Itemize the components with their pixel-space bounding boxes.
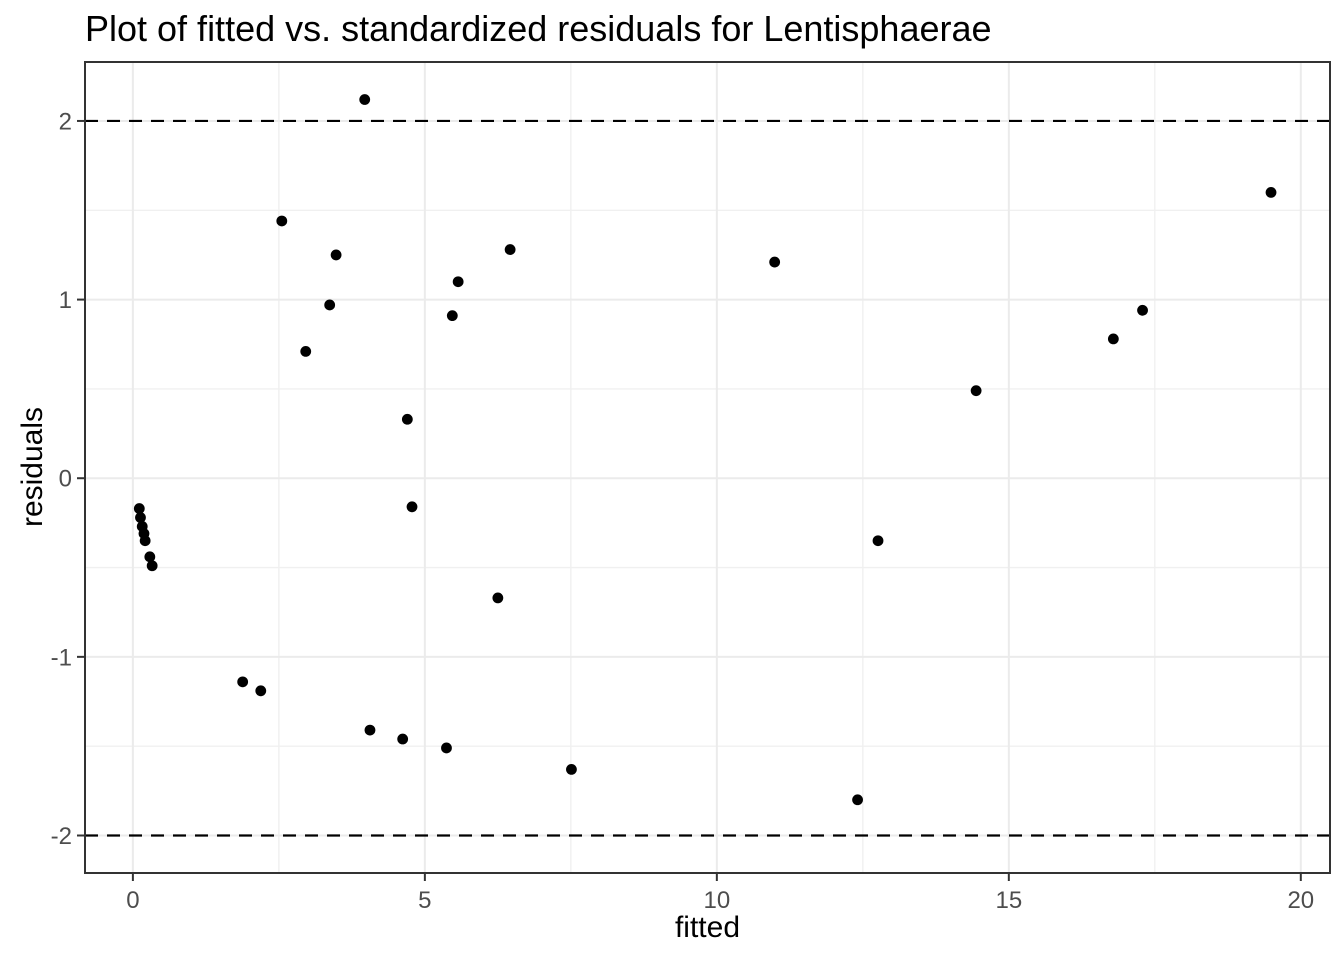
x-tick-labels: 0 5 10 15 20 [126,887,1314,914]
y-tick-label: 2 [59,108,72,135]
data-point [324,299,336,311]
data-point [1137,304,1148,316]
data-point [330,249,342,261]
x-tick-label: 20 [1287,887,1314,914]
data-point [1265,187,1277,198]
y-tick-label: 1 [59,287,72,314]
x-axis-title: fitted [674,911,741,944]
data-point [406,501,418,513]
data-point [255,685,267,697]
data-point [492,592,504,604]
axis-ticks [77,119,1302,881]
y-tick-label: 0 [59,466,72,493]
plot-title: Plot of fitted vs. standardized residual… [85,8,992,49]
grid-minor [85,62,1330,873]
data-point [139,535,151,547]
data-point [300,345,312,357]
data-point [769,256,781,268]
panel-background [85,62,1330,873]
points [133,94,1277,806]
y-tick-label: -2 [51,823,72,850]
data-point [872,535,884,547]
y-tick-label: -1 [51,644,72,671]
y-tick-labels: -2 -1 0 1 2 [51,108,72,850]
data-point [970,385,982,397]
data-point [146,560,158,572]
panel-border [84,61,1331,874]
y-axis-title: residuals [16,406,49,528]
data-point [133,503,145,514]
data-point [364,724,376,736]
data-point [1107,333,1119,345]
data-point [276,215,288,227]
x-tick-label: 10 [703,887,730,914]
data-point [401,413,413,425]
x-tick-label: 0 [126,887,139,914]
x-tick-label: 15 [995,887,1022,914]
data-point [144,551,156,563]
data-point [397,733,409,745]
data-point [135,512,146,523]
data-point [441,742,452,754]
x-tick-label: 5 [418,887,431,914]
data-point [504,244,516,255]
data-point [452,276,464,288]
data-point [237,676,249,688]
data-point [566,763,577,775]
data-point [446,310,458,322]
reference-lines [85,119,1330,837]
data-point [359,94,371,105]
data-point [852,794,863,806]
